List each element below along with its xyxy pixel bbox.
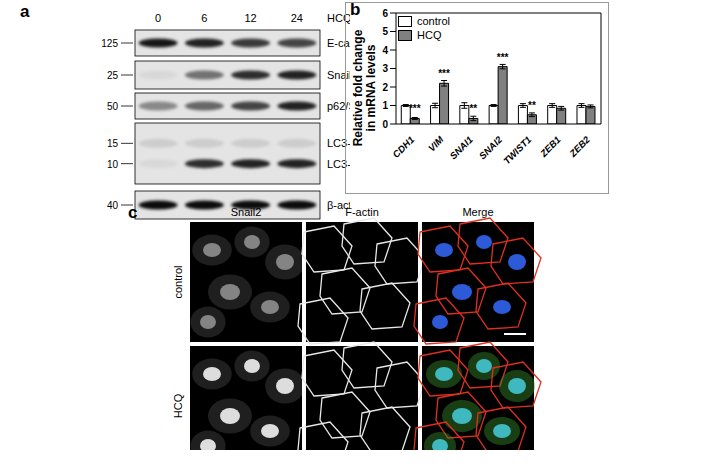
svg-text:12: 12 (245, 12, 257, 24)
svg-text:40: 40 (107, 200, 119, 211)
svg-text:ZEB1: ZEB1 (537, 134, 563, 160)
svg-text:***: *** (409, 103, 421, 114)
svg-text:**: ** (469, 103, 477, 114)
svg-text:CDH1: CDH1 (390, 134, 416, 160)
svg-text:***: *** (497, 52, 509, 63)
svg-text:5: 5 (382, 26, 388, 37)
svg-text:0: 0 (155, 12, 161, 24)
svg-text:Snail2: Snail2 (231, 206, 262, 218)
svg-text:control: control (172, 265, 184, 298)
svg-text:2: 2 (382, 82, 388, 93)
svg-text:24: 24 (291, 12, 303, 24)
html-text:control: control (417, 15, 450, 27)
svg-text:***: *** (438, 68, 450, 79)
svg-text:Merge: Merge (462, 206, 493, 218)
svg-text:TWIST1: TWIST1 (501, 134, 533, 166)
svg-text:3: 3 (382, 63, 388, 74)
svg-text:4: 4 (382, 45, 388, 56)
svg-text:0: 0 (382, 119, 388, 130)
svg-text:6: 6 (382, 8, 388, 19)
svg-text:LC3-I: LC3-I (327, 137, 350, 149)
svg-text:LC3-II: LC3-II (327, 158, 350, 170)
svg-text:**: ** (528, 100, 536, 111)
svg-text:c: c (128, 203, 137, 222)
svg-text:SNAI2: SNAI2 (477, 133, 505, 161)
svg-text:E-cadherin: E-cadherin (327, 37, 350, 49)
svg-text:F-actin: F-actin (345, 206, 379, 218)
svg-text:10: 10 (107, 159, 119, 170)
svg-text:HCQ (hrs): HCQ (hrs) (327, 12, 350, 24)
svg-text:in mRNA levels: in mRNA levels (364, 44, 378, 131)
svg-text:Snail2: Snail2 (327, 69, 350, 81)
html-text:HCQ: HCQ (417, 29, 442, 41)
svg-text:50: 50 (107, 101, 119, 112)
svg-text:1: 1 (382, 100, 388, 111)
svg-text:25: 25 (107, 70, 119, 81)
svg-text:SNAI1: SNAI1 (447, 134, 475, 162)
svg-text:HCQ: HCQ (172, 393, 184, 418)
svg-text:p62/SQSTM1: p62/SQSTM1 (327, 100, 350, 112)
svg-text:125: 125 (101, 38, 118, 49)
svg-text:Relative fold change: Relative fold change (351, 29, 365, 146)
html-text:b: b (350, 0, 361, 19)
svg-text:a: a (20, 2, 30, 21)
svg-text:ZEB2: ZEB2 (566, 133, 592, 159)
svg-text:6: 6 (201, 12, 207, 24)
svg-text:15: 15 (107, 138, 119, 149)
svg-text:VIM: VIM (426, 133, 446, 153)
